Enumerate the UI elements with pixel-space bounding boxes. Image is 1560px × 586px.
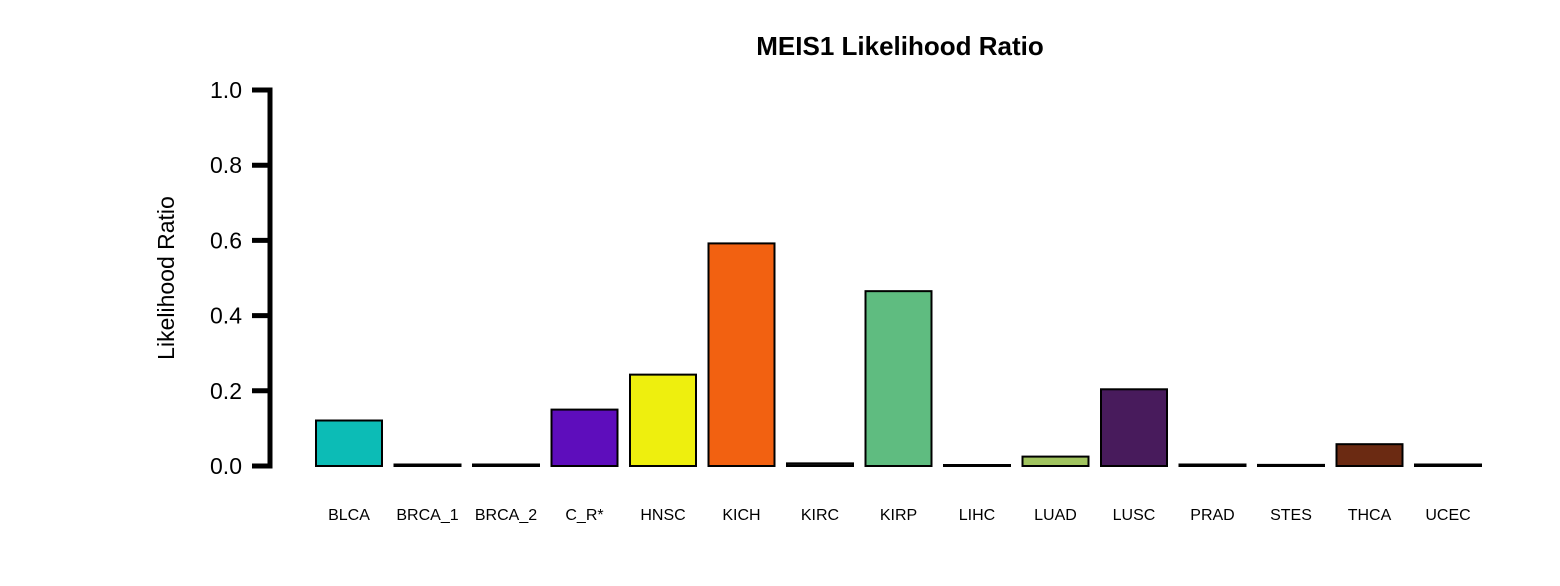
bar-kirc: [786, 462, 854, 468]
bar-c-r: [550, 408, 619, 468]
y-tick-label: 0.2: [210, 378, 242, 404]
x-tick-label: LUSC: [1113, 507, 1156, 524]
x-tick-label: KIRP: [880, 507, 917, 524]
bar-ucec: [1414, 463, 1482, 468]
bar-kirp: [864, 290, 933, 467]
x-tick-label: STES: [1270, 507, 1312, 524]
bar-lihc: [943, 464, 1011, 467]
x-tick-label: KICH: [722, 507, 760, 524]
bar-brca-1: [393, 463, 462, 468]
x-tick-labels: BLCA BRCA_1 BRCA_2 C_R* HNSC KICH KIRC KIRP LIHC…: [328, 507, 1471, 524]
bar-hnsc: [629, 373, 697, 467]
bar-stes: [1257, 463, 1325, 468]
bar-prad: [1178, 463, 1247, 468]
x-tick-label: LIHC: [959, 507, 995, 524]
x-tick-label: BRCA_2: [475, 507, 537, 524]
y-tick-label: 0.6: [210, 227, 242, 253]
y-axis: 0.0 0.2 0.4 0.6 0.8 1.0: [210, 77, 273, 479]
y-tick-label: 0.8: [210, 152, 242, 178]
x-tick-label: PRAD: [1190, 507, 1234, 524]
bar-brca-2: [472, 463, 540, 468]
y-axis-label: Likelihood Ratio: [153, 196, 179, 360]
x-tick-label: KIRC: [801, 507, 839, 524]
bar-kich: [707, 242, 776, 467]
y-tick-label: 0.4: [210, 303, 242, 329]
x-tick-label: THCA: [1348, 507, 1392, 524]
x-tick-label: UCEC: [1425, 507, 1470, 524]
y-tick-label: 1.0: [210, 77, 242, 103]
x-tick-label: BLCA: [328, 507, 370, 524]
x-tick-label: BRCA_1: [396, 507, 458, 524]
bar-luad: [1021, 455, 1090, 468]
bar-thca: [1335, 443, 1404, 467]
x-tick-label: LUAD: [1034, 507, 1077, 524]
x-tick-label: HNSC: [640, 507, 685, 524]
bar-blca: [315, 419, 383, 467]
x-tick-label: C_R*: [565, 507, 603, 524]
bar-lusc: [1100, 388, 1168, 467]
y-tick-label: 0.0: [210, 453, 242, 479]
chart-title: MEIS1 Likelihood Ratio: [756, 31, 1043, 61]
bars-group: [315, 242, 1482, 468]
